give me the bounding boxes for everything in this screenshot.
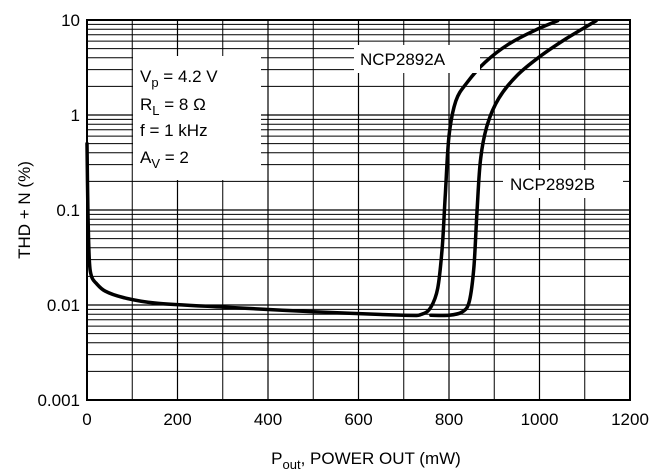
- y-tick-label: 0.001: [37, 391, 80, 410]
- series-line-ncp2892a: [85, 19, 560, 318]
- y-tick-label: 0.01: [47, 296, 80, 315]
- x-tick-label: 1200: [611, 410, 649, 429]
- label-bg-ncp2892b: [503, 170, 623, 198]
- y-tick-label: 10: [61, 11, 80, 30]
- x-tick-label: 800: [435, 410, 463, 429]
- x-axis-ticks: 0 200 400 600 800 1000 1200: [82, 410, 649, 429]
- x-axis-title: Pout, POWER OUT (mW): [271, 449, 461, 472]
- series-label-ncp2892a: NCP2892A: [360, 50, 446, 69]
- plot-frame: [86, 19, 631, 401]
- conditions-box: [133, 56, 261, 180]
- series-line-ncp2892b: [429, 19, 598, 318]
- x-tick-label: 1000: [521, 410, 559, 429]
- x-tick-label: 600: [344, 410, 372, 429]
- condition-f: f = 1 kHz: [140, 121, 208, 140]
- grid-lines: [87, 20, 630, 400]
- y-tick-label: 0.1: [56, 201, 80, 220]
- x-tick-label: 200: [163, 410, 191, 429]
- series-label-ncp2892b: NCP2892B: [510, 175, 595, 194]
- y-tick-label: 1: [71, 106, 80, 125]
- condition-vp: Vp = 4.2 V: [140, 67, 218, 90]
- y-axis-title: THD + N (%): [15, 161, 34, 259]
- condition-av: AV = 2: [140, 148, 189, 171]
- x-tick-label: 0: [82, 410, 91, 429]
- y-axis-ticks: 0.001 0.01 0.1 1 10: [37, 11, 80, 410]
- x-tick-label: 400: [254, 410, 282, 429]
- data-curves: [85, 19, 598, 318]
- condition-rl: RL = 8 Ω: [140, 95, 206, 118]
- label-bg-ncp2892a: [354, 45, 480, 73]
